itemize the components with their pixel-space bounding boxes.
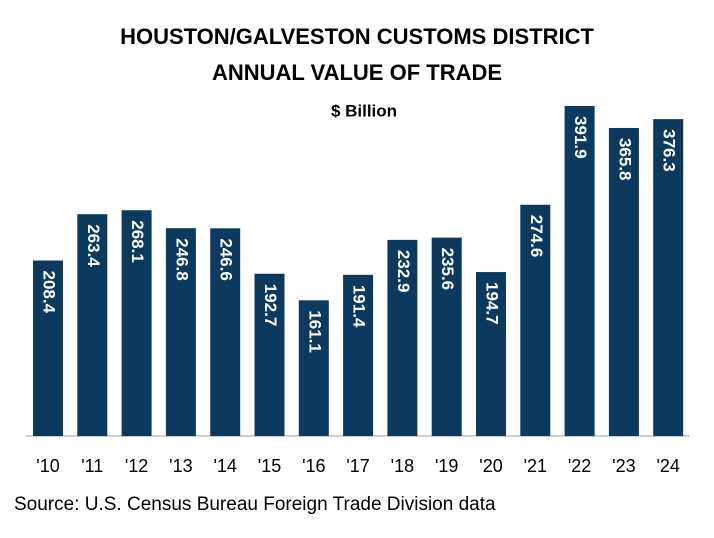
value-label: 208.4 (40, 271, 59, 314)
chart-subtitle: $ Billion (331, 101, 397, 120)
bar (343, 274, 374, 436)
bar (431, 237, 462, 436)
bar (608, 127, 639, 437)
bar (254, 273, 285, 436)
source-note: Source: U.S. Census Bureau Foreign Trade… (14, 494, 496, 515)
value-label: 192.7 (261, 284, 280, 327)
x-tick-label: '12 (125, 456, 148, 476)
x-tick-label: '13 (169, 456, 192, 476)
x-tick-label: '17 (346, 456, 369, 476)
value-label: 274.6 (527, 215, 546, 258)
bar (33, 260, 63, 436)
value-label: 365.8 (615, 138, 634, 181)
value-label: 263.4 (84, 224, 103, 267)
value-label: 246.8 (172, 238, 191, 281)
value-label: 232.9 (394, 250, 413, 293)
x-tick-label: '11 (81, 456, 103, 476)
x-tick-label: '10 (36, 456, 59, 476)
value-label: 268.1 (128, 220, 147, 263)
value-label: 191.4 (350, 285, 369, 328)
value-label: 246.6 (217, 238, 236, 281)
bar (476, 272, 506, 436)
bar (520, 204, 551, 436)
x-tick-label: '14 (213, 456, 236, 476)
bar (387, 239, 418, 436)
x-tick-label: '20 (479, 456, 502, 476)
x-tick-label: '21 (524, 456, 547, 476)
value-label: 235.6 (438, 248, 457, 291)
bar (77, 214, 108, 436)
value-label: 376.3 (660, 129, 679, 172)
bar (298, 300, 329, 436)
bar (121, 210, 152, 436)
value-label: 161.1 (305, 310, 324, 353)
value-label: 194.7 (483, 282, 502, 325)
bar (564, 106, 595, 436)
bar (165, 228, 196, 436)
chart-title: ANNUAL VALUE OF TRADE (212, 60, 502, 85)
x-tick-label: '24 (656, 456, 679, 476)
x-tick-label: '22 (568, 456, 591, 476)
x-tick-label: '23 (612, 456, 635, 476)
bar (210, 228, 241, 436)
x-tick-label: '19 (435, 456, 458, 476)
x-tick-label: '16 (302, 456, 325, 476)
value-label: 391.9 (571, 116, 590, 159)
chart-title: HOUSTON/GALVESTON CUSTOMS DISTRICT (120, 24, 594, 49)
x-tick-label: '15 (258, 456, 281, 476)
bar (653, 119, 684, 437)
x-tick-label: '18 (391, 456, 414, 476)
